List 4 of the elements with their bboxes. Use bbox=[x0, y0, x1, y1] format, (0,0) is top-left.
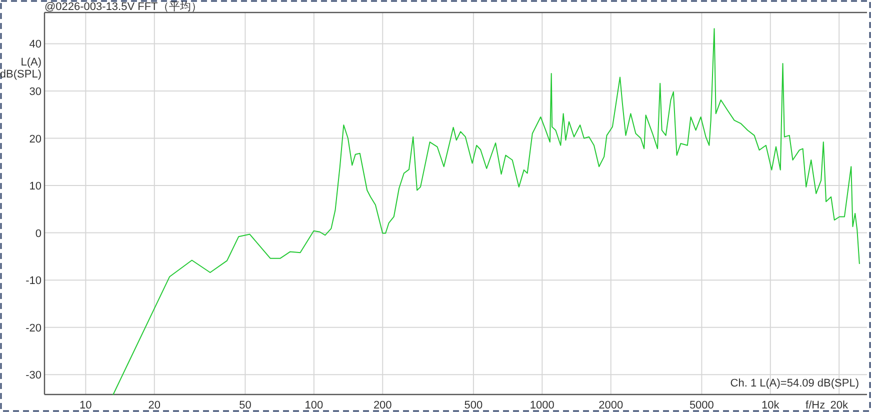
annotation: Ch. 1 L(A)=54.09 dB(SPL) bbox=[730, 378, 859, 390]
ylabel: L(A) dB(SPL) bbox=[0, 56, 42, 80]
title: @0226-003-13.5V FFT（平均） bbox=[44, 1, 202, 13]
xlabel: f/Hz bbox=[806, 400, 826, 412]
